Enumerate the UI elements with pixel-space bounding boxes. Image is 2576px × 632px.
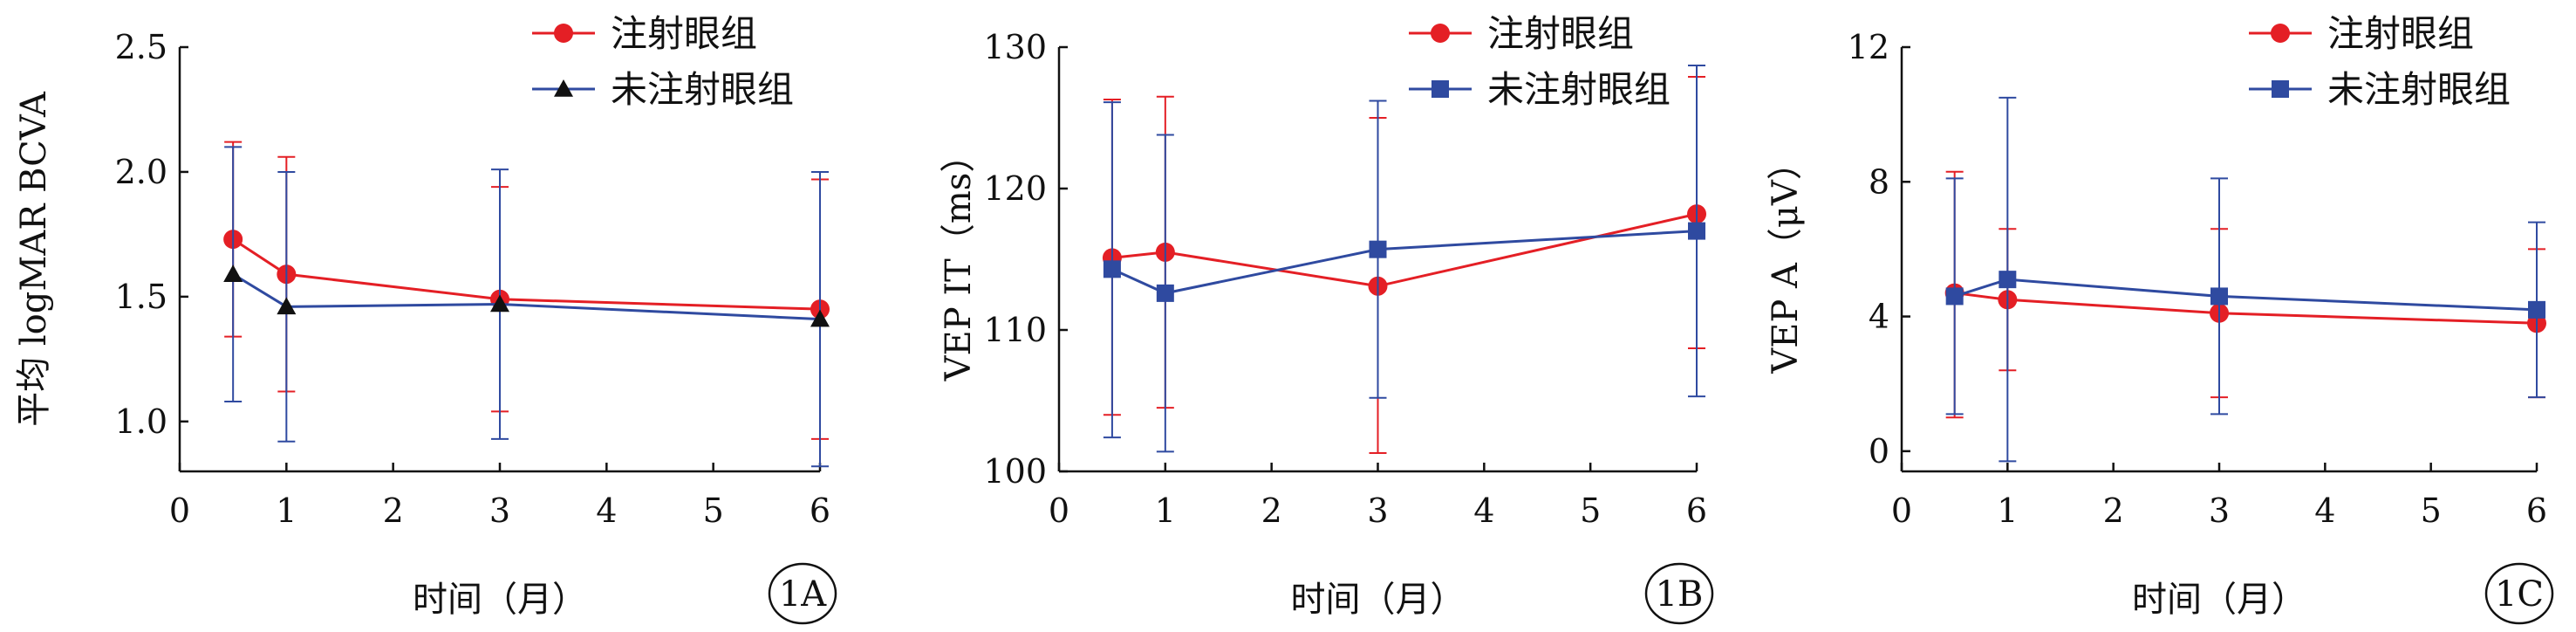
series-injected xyxy=(1944,170,2546,419)
data-point xyxy=(2210,287,2228,306)
legend-label: 未注射眼组 xyxy=(1487,68,1671,111)
x-tick-label: 4 xyxy=(1473,491,1494,530)
panel-label: 1C xyxy=(2495,574,2544,615)
legend-label: 注射眼组 xyxy=(611,12,757,55)
y-tick-label: 0 xyxy=(1869,432,1889,471)
series-line xyxy=(1111,212,1698,288)
data-point xyxy=(1945,287,1964,306)
x-axis-label: 时间（月） xyxy=(413,580,587,620)
legend-label: 未注射眼组 xyxy=(611,68,794,111)
x-tick-label: 3 xyxy=(489,491,510,530)
x-tick-label: 0 xyxy=(1891,491,1912,530)
x-axis-label: 时间（月） xyxy=(2132,580,2306,620)
series-line xyxy=(1111,230,1698,295)
x-tick-label: 0 xyxy=(1049,491,1069,530)
legend-label: 注射眼组 xyxy=(2327,12,2474,55)
y-tick-label: 2.0 xyxy=(115,153,167,191)
x-tick-label: 6 xyxy=(1686,491,1707,530)
x-tick-label: 1 xyxy=(1997,491,2018,530)
y-axis-label: VEP A（μV） xyxy=(1766,145,1806,374)
y-tick-label: 100 xyxy=(983,452,1047,491)
data-point xyxy=(1688,222,1705,240)
y-axis-label: 平均 logMAR BCVA xyxy=(14,91,54,427)
x-tick-label: 5 xyxy=(703,491,724,530)
series-injected xyxy=(1102,76,1706,454)
x-tick-label: 4 xyxy=(596,491,617,530)
x-tick-label: 6 xyxy=(2526,491,2547,530)
legend-marker xyxy=(2271,24,2290,43)
chart-panel-1B: 0 1 2 3 4 5 6 100 110 120 130 时间（月） VEP IT（ms） 1B 注射眼组… xyxy=(939,12,1714,625)
y-tick-label: 4 xyxy=(1869,298,1889,336)
x-tick-label: 1 xyxy=(1155,491,1176,530)
data-point xyxy=(1369,240,1387,258)
x-tick-label: 5 xyxy=(2421,491,2442,530)
x-tick-label: 2 xyxy=(383,491,404,530)
y-tick-label: 130 xyxy=(983,28,1047,66)
series-uninjected xyxy=(223,146,830,468)
legend-marker xyxy=(1431,24,1450,43)
chart-panel-1A: 0 1 2 3 4 5 6 1.0 1.5 2.0 2.5 时间（月） 平均 logMAR BCVA 1A… xyxy=(14,12,837,625)
panel-label: 1B xyxy=(1656,574,1704,615)
x-tick-label: 2 xyxy=(1261,491,1282,530)
x-tick-label: 0 xyxy=(169,491,190,530)
x-tick-label: 4 xyxy=(2314,491,2335,530)
x-tick-label: 5 xyxy=(1580,491,1601,530)
x-tick-label: 1 xyxy=(276,491,297,530)
data-point xyxy=(2528,300,2545,319)
data-point xyxy=(810,309,830,327)
legend-marker xyxy=(2272,80,2289,98)
x-tick-label: 3 xyxy=(1367,491,1388,530)
y-tick-label: 8 xyxy=(1869,162,1889,201)
data-point xyxy=(1103,260,1121,278)
series-injected xyxy=(223,141,830,440)
data-point xyxy=(490,294,509,313)
y-tick-label: 2.5 xyxy=(115,28,167,66)
data-point xyxy=(223,264,243,282)
legend-marker xyxy=(554,79,573,97)
series-uninjected xyxy=(1103,65,1705,453)
data-point xyxy=(1999,271,2017,289)
x-tick-label: 2 xyxy=(2103,491,2124,530)
x-tick-label: 6 xyxy=(810,491,830,530)
series-line xyxy=(232,272,821,321)
data-point xyxy=(277,297,297,315)
y-tick-label: 12 xyxy=(1848,28,1889,66)
panel-label: 1A xyxy=(779,574,827,615)
series-line xyxy=(1954,278,2538,312)
y-tick-label: 1.0 xyxy=(115,402,167,441)
y-tick-label: 120 xyxy=(983,169,1047,208)
panel-label-circle xyxy=(2484,562,2554,625)
legend-marker xyxy=(554,24,573,43)
series-line xyxy=(1954,292,2538,325)
series-line xyxy=(232,237,821,311)
panel-label-circle xyxy=(1644,562,1714,625)
x-axis-label: 时间（月） xyxy=(1291,580,1466,620)
legend-label: 未注射眼组 xyxy=(2327,68,2511,111)
legend-marker xyxy=(1431,80,1449,98)
y-tick-label: 1.5 xyxy=(115,278,167,316)
series-uninjected xyxy=(1945,96,2545,463)
data-point xyxy=(1156,284,1174,302)
panel-label-circle xyxy=(768,562,837,625)
y-axis-label: VEP IT（ms） xyxy=(939,138,979,382)
y-tick-label: 110 xyxy=(983,311,1047,349)
legend-label: 注射眼组 xyxy=(1487,12,1634,55)
x-tick-label: 3 xyxy=(2209,491,2230,530)
